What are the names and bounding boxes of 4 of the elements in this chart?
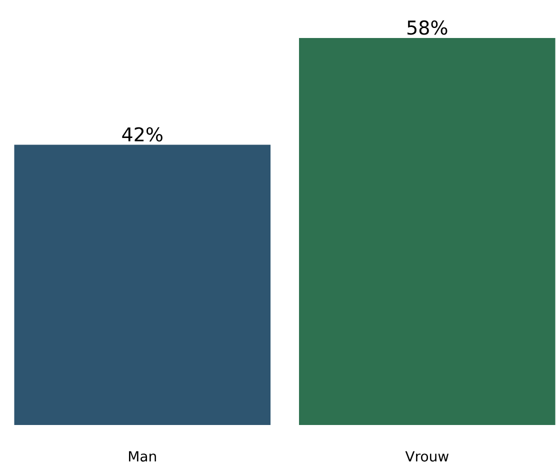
x-tick-label: Vrouw [405,451,449,462]
data-label: 42% [122,127,162,142]
x-tick-label: Man [129,451,156,462]
data-label: 58% [407,20,448,35]
